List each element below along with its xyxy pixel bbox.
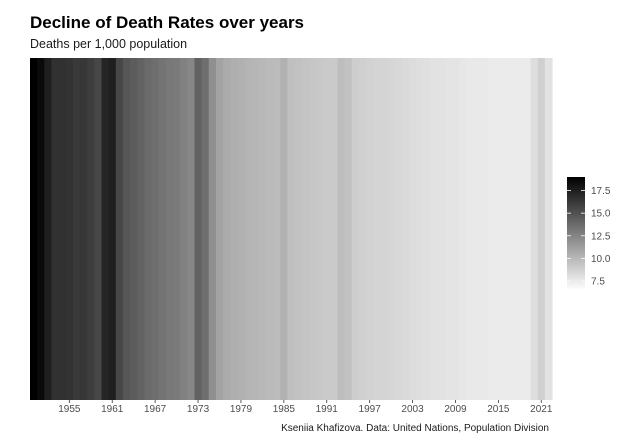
heatmap-tile — [273, 58, 281, 400]
heatmap-tile — [408, 58, 417, 400]
heatmap-tile — [351, 58, 360, 400]
heatmap-tile — [237, 58, 246, 400]
heatmap-tile — [530, 58, 539, 400]
heatmap-tile — [251, 58, 260, 400]
heatmap-tile — [108, 58, 117, 400]
heatmap-tile — [130, 58, 138, 400]
heatmap-tile — [173, 58, 181, 400]
heatmap-tile — [294, 58, 303, 400]
heatmap-tile — [80, 58, 88, 400]
heatmap-tile — [165, 58, 174, 400]
x-tick-label: 2009 — [444, 404, 467, 415]
heatmap-tile — [416, 58, 424, 400]
heatmap-tile — [258, 58, 267, 400]
heatmap-tile — [101, 58, 110, 400]
heatmap-tile — [344, 58, 353, 400]
heatmap-tile — [151, 58, 160, 400]
legend-tick-label: 7.5 — [591, 276, 605, 287]
heatmap-tile — [58, 58, 67, 400]
heatmap-tile — [480, 58, 489, 400]
heatmap-tile — [401, 58, 410, 400]
heatmap-tile — [430, 58, 439, 400]
x-tick-label: 1997 — [359, 404, 382, 415]
heatmap-tile — [208, 58, 217, 400]
heatmap-tile — [187, 58, 196, 400]
x-tick-label: 2015 — [487, 404, 510, 415]
heatmap-tile — [230, 58, 238, 400]
heatmap-tile — [215, 58, 224, 400]
legend-tick-label: 10.0 — [591, 254, 611, 265]
chart-title: Decline of Death Rates over years — [30, 13, 305, 32]
heatmap-tile — [144, 58, 153, 400]
heatmap-tile — [423, 58, 432, 400]
heatmap-tile — [394, 58, 403, 400]
legend-colorbar — [567, 177, 585, 290]
heatmap-tile — [122, 58, 131, 400]
heatmap-tile — [516, 58, 524, 400]
heatmap-tile — [87, 58, 95, 400]
heatmap-tile — [308, 58, 317, 400]
heatmap-tile — [244, 58, 253, 400]
heatmap-tile — [466, 58, 474, 400]
heatmap-tile — [37, 58, 45, 400]
heatmap-tile — [437, 58, 446, 400]
x-tick-label: 1973 — [187, 404, 210, 415]
heatmap-tile — [158, 58, 167, 400]
heatmap-tile — [30, 58, 38, 400]
heatmap-tile — [537, 58, 546, 400]
heatmap-tile — [194, 58, 203, 400]
heatmap-tile — [65, 58, 74, 400]
heatmap-tile — [380, 58, 389, 400]
x-tick-label: 1961 — [101, 404, 124, 415]
heatmap-tile — [523, 58, 532, 400]
heatmap-tile — [509, 58, 517, 400]
heatmap-tile — [487, 58, 496, 400]
x-tick-label: 1985 — [273, 404, 296, 415]
x-tick-label: 1967 — [144, 404, 167, 415]
heatmap-tile — [358, 58, 367, 400]
heatmap-tile — [301, 58, 310, 400]
x-tick-label: 1991 — [316, 404, 339, 415]
heatmap-tile — [366, 58, 374, 400]
heatmap-tile — [323, 58, 331, 400]
heatmap-tile — [44, 58, 53, 400]
x-tick-label: 1979 — [230, 404, 253, 415]
heatmap-tile — [459, 58, 467, 400]
heatmap-tile — [265, 58, 274, 400]
legend-tick-label: 17.5 — [591, 186, 611, 197]
heatmap-tile — [51, 58, 60, 400]
heatmap-tile — [72, 58, 81, 400]
heatmap-tile — [444, 58, 453, 400]
heatmap-tile — [501, 58, 510, 400]
heatmap-tile — [137, 58, 146, 400]
heatmap-tile — [373, 58, 381, 400]
heatmap-tile — [337, 58, 346, 400]
color-legend: 17.5 15.0 12.5 10.0 7.5 — [567, 177, 611, 290]
heatmap-tile — [201, 58, 210, 400]
x-tick-label: 2003 — [401, 404, 424, 415]
chart-subtitle: Deaths per 1,000 population — [30, 37, 188, 51]
x-tick-label: 1955 — [58, 404, 81, 415]
heatmap-tile — [387, 58, 396, 400]
heatmap-tile — [494, 58, 503, 400]
x-tick-label: 2021 — [530, 404, 553, 415]
heatmap-tile — [316, 58, 324, 400]
heatmap-tile — [330, 58, 339, 400]
heatmap-tile — [223, 58, 231, 400]
heatmap-tile — [473, 58, 482, 400]
heatmap-tile — [451, 58, 460, 400]
heatmap-tile — [280, 58, 289, 400]
legend-tick-label: 12.5 — [591, 231, 611, 242]
heatmap-tile — [544, 58, 553, 400]
legend-tick-label: 15.0 — [591, 209, 611, 220]
heatmap-tile — [287, 58, 296, 400]
x-axis-ticks: 1955 1961 1967 1973 1979 1985 1991 1997 2003 2009… — [58, 400, 553, 415]
heatmap-tile — [94, 58, 103, 400]
chart-caption: Kseniia Khafizova. Data: United Nations,… — [281, 423, 549, 434]
heatmap-tile — [180, 58, 188, 400]
heatmap-tile — [115, 58, 124, 400]
heatmap-tiles — [30, 58, 553, 400]
